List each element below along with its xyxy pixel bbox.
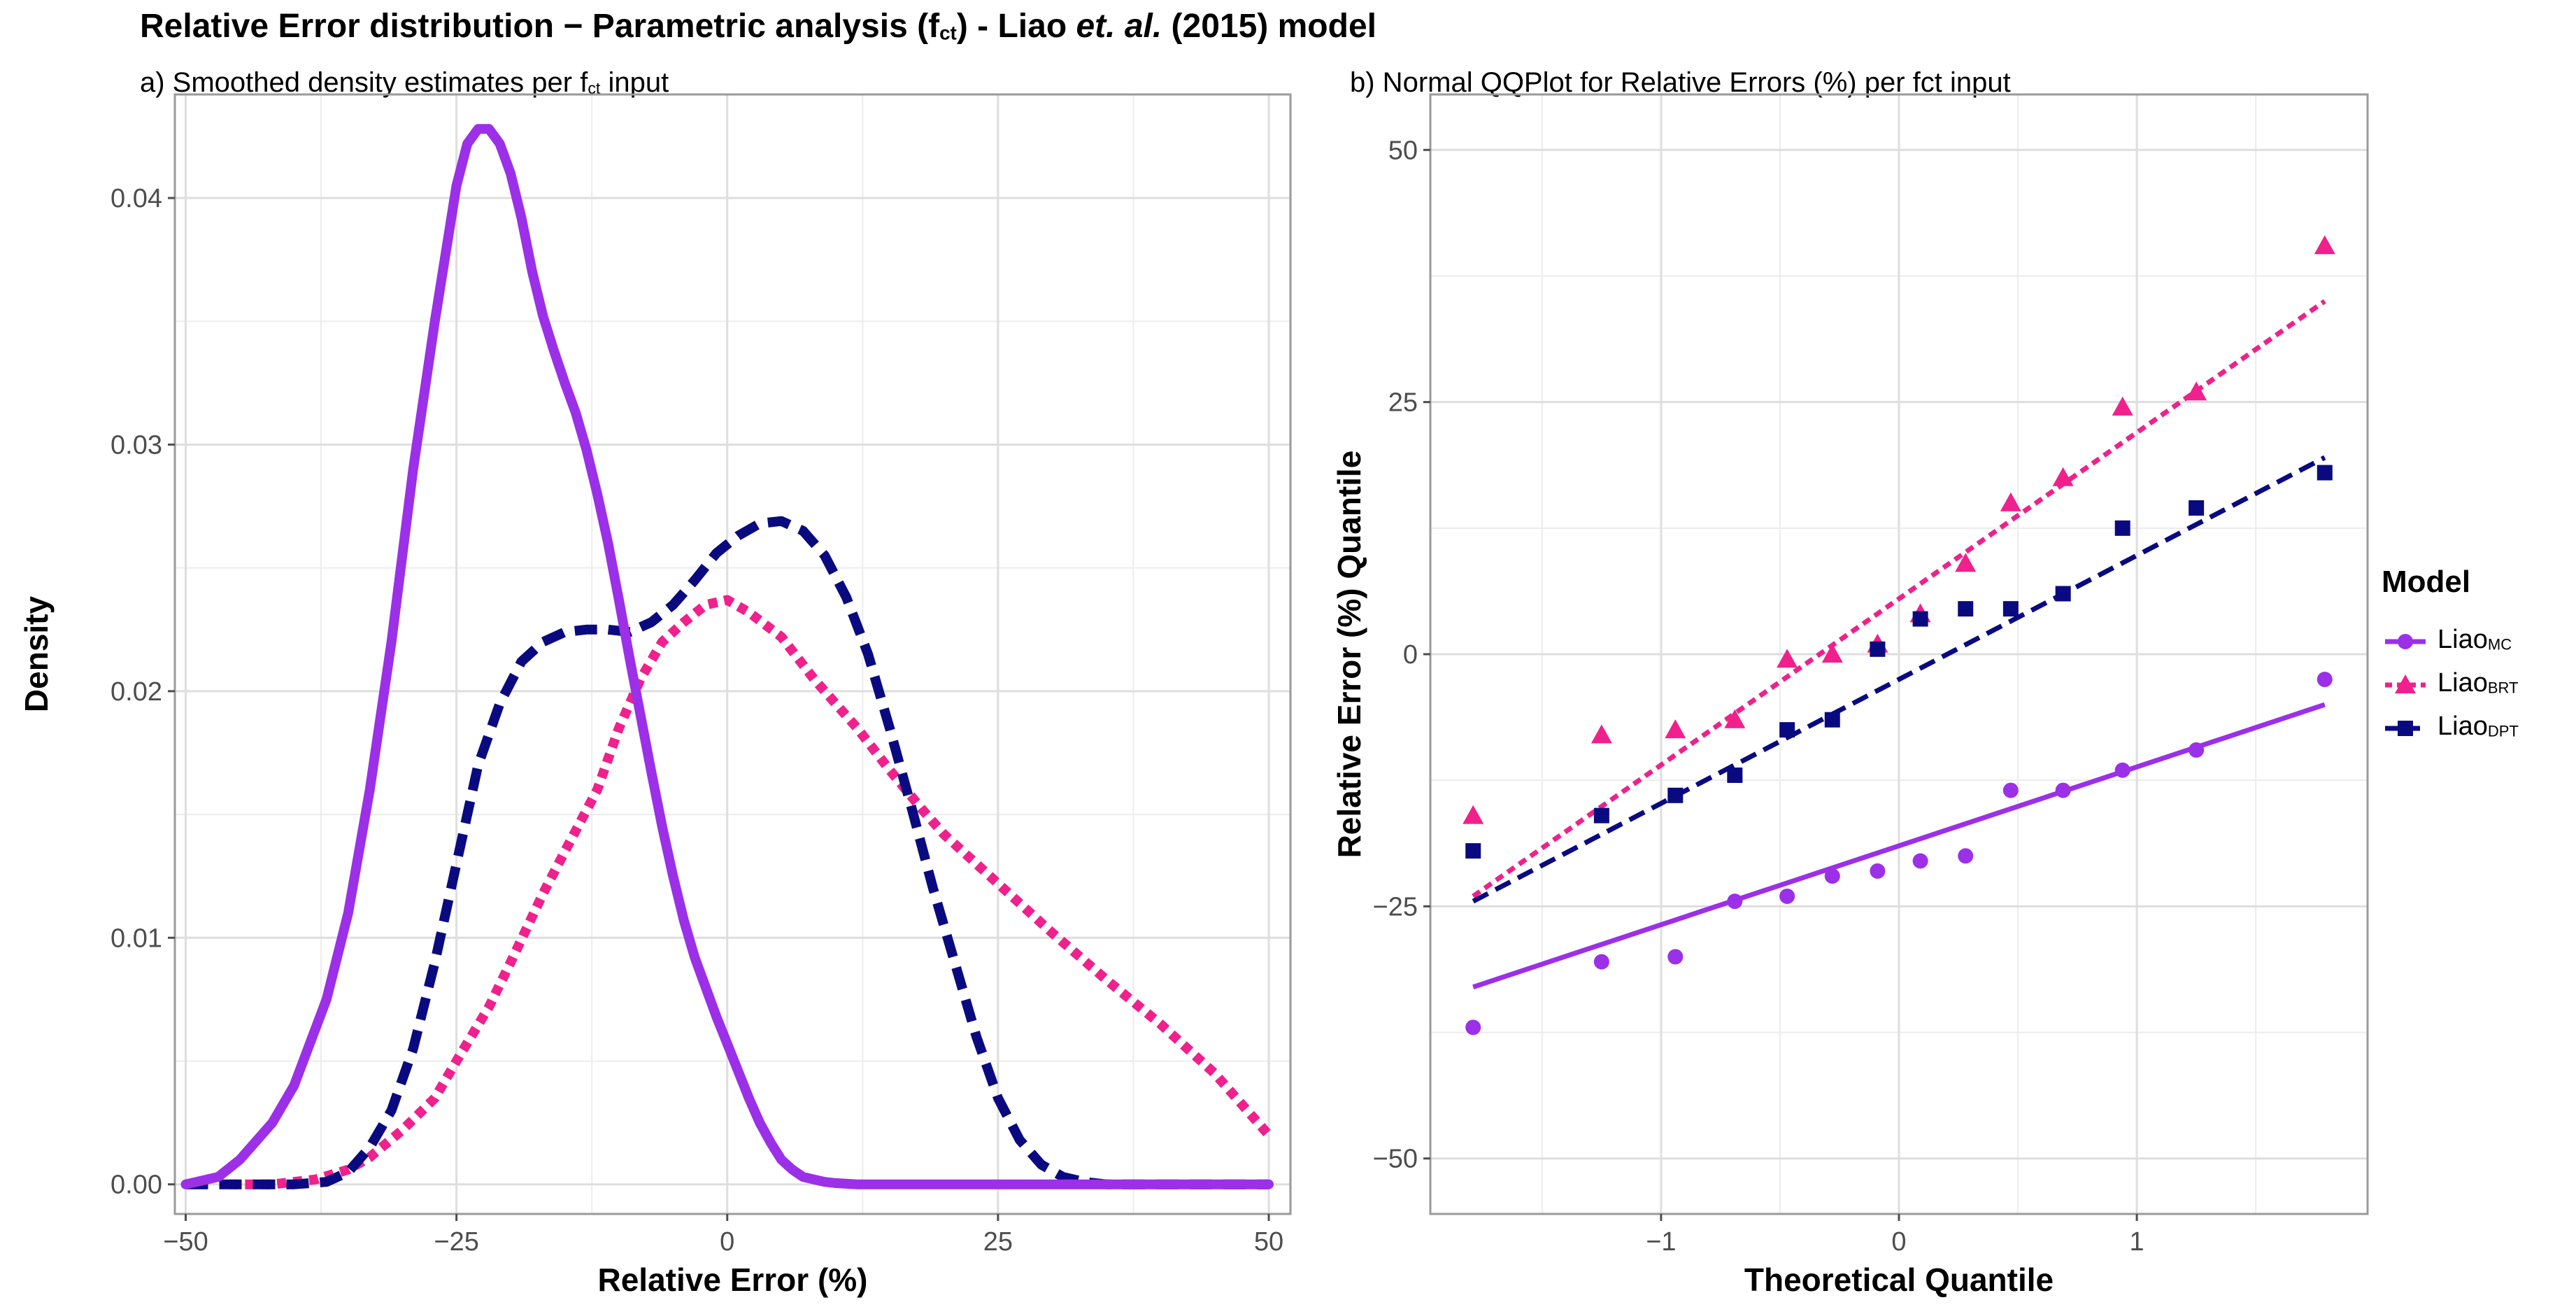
qq-point-liaomc bbox=[2002, 782, 2019, 798]
qq-point-liaobrt bbox=[2186, 381, 2207, 401]
density-panel-border bbox=[173, 93, 1292, 1215]
panel-a-subtitle: a) Smoothed density estimates per fct in… bbox=[140, 67, 669, 99]
qq-point-liaodpt bbox=[1667, 787, 1684, 803]
qq-x-tick-label: 1 bbox=[2130, 1227, 2144, 1257]
qq-y-tick-label: 25 bbox=[1388, 388, 1418, 418]
qq-point-liaobrt bbox=[1591, 724, 1612, 744]
legend-key-marker-dpt bbox=[2398, 721, 2413, 736]
qq-point-liaomc bbox=[1465, 1019, 1481, 1036]
qq-point-liaobrt bbox=[2112, 396, 2133, 416]
panel-a-subtitle-subscript: ct bbox=[588, 78, 601, 97]
qq-point-liaomc bbox=[1824, 868, 1840, 884]
qq-fit-line-liaobrt bbox=[1472, 299, 2326, 898]
qq-point-liaomc bbox=[1870, 863, 1886, 879]
qq-point-liaodpt bbox=[2114, 520, 2130, 536]
qq-point-liaomc bbox=[1779, 888, 1795, 904]
panel-b-subtitle: b) Normal QQPlot for Relative Errors (%)… bbox=[1350, 67, 2011, 98]
qq-point-liaomc bbox=[2114, 762, 2130, 778]
density-curve-liaodpt bbox=[185, 516, 1269, 1189]
legend-keys bbox=[2385, 634, 2426, 736]
figure-title: Relative Error distribution − Parametric… bbox=[140, 7, 1376, 45]
density-x-tick-label: −50 bbox=[163, 1227, 208, 1257]
qq-point-liaodpt bbox=[1465, 843, 1481, 859]
qq-y-tick-label: −50 bbox=[1373, 1145, 1418, 1174]
title-prefix: Relative Error distribution − Parametric… bbox=[140, 8, 940, 45]
qq-x-tick-label: −1 bbox=[1646, 1227, 1676, 1257]
legend-label-dpt-sub: DPT bbox=[2487, 722, 2519, 740]
qq-point-liaobrt bbox=[1955, 553, 1977, 572]
title-suffix: (2015) model bbox=[1162, 8, 1376, 45]
qq-panel: −1 0 1 −50 −25 0 25 50 Theoretical Quantile Relat… bbox=[1331, 93, 2369, 1298]
qq-point-liaodpt bbox=[2317, 465, 2333, 481]
qq-point-liaomc bbox=[1958, 848, 1974, 864]
legend-label-brt-base: Liao bbox=[2438, 668, 2488, 698]
panel-a-subtitle-prefix: a) Smoothed density estimates per f bbox=[140, 67, 588, 98]
density-x-tick-label: 0 bbox=[720, 1227, 734, 1257]
qq-point-liaomc bbox=[1593, 954, 1609, 970]
density-y-tick-label: 0.02 bbox=[111, 677, 162, 707]
legend-label-brt-sub: BRT bbox=[2487, 679, 2519, 697]
legend-label-mc: LiaoMC bbox=[2438, 625, 2512, 655]
qq-point-liaobrt bbox=[2314, 235, 2335, 255]
density-x-axis-title: Relative Error (%) bbox=[597, 1262, 867, 1298]
qq-point-liaodpt bbox=[1912, 611, 1928, 627]
density-y-axis-title: Density bbox=[18, 596, 55, 713]
qq-point-liaobrt bbox=[2000, 492, 2021, 511]
legend-title: Model bbox=[2382, 565, 2471, 599]
qq-point-liaodpt bbox=[2189, 500, 2205, 516]
legend-key-marker-brt bbox=[2395, 674, 2416, 693]
qq-point-liaodpt bbox=[1779, 722, 1795, 738]
qq-point-liaomc bbox=[1667, 949, 1684, 965]
qq-point-liaomc bbox=[2055, 782, 2071, 798]
qq-point-liaomc bbox=[1727, 893, 1743, 910]
density-curve-liaobrt bbox=[229, 595, 1273, 1189]
legend-label-mc-sub: MC bbox=[2487, 635, 2512, 654]
density-panel: −50 −25 0 25 50 0.00 0.01 0.02 0.03 0.04 Relative … bbox=[18, 93, 1292, 1298]
qq-point-liaobrt bbox=[1724, 709, 1746, 728]
qq-point-liaodpt bbox=[1870, 641, 1886, 657]
qq-x-axis-title: Theoretical Quantile bbox=[1744, 1262, 2054, 1298]
legend-label-dpt: LiaoDPT bbox=[2438, 712, 2519, 742]
qq-point-liaodpt bbox=[2002, 601, 2019, 617]
qq-point-liaodpt bbox=[1727, 767, 1743, 783]
qq-x-tick-label: 0 bbox=[1891, 1227, 1906, 1257]
qq-y-tick-label: 50 bbox=[1388, 136, 1418, 165]
qq-fit-line-liaodpt bbox=[1472, 455, 2326, 904]
density-y-tick-label: 0.00 bbox=[111, 1171, 162, 1200]
qq-y-tick-label: 0 bbox=[1403, 640, 1418, 670]
qq-point-liaobrt bbox=[2052, 467, 2074, 486]
qq-point-liaodpt bbox=[1824, 712, 1840, 728]
qq-point-liaomc bbox=[2317, 672, 2333, 688]
legend-label-brt: LiaoBRT bbox=[2438, 668, 2519, 698]
qq-fit-line-liaomc bbox=[1472, 702, 2326, 989]
title-subscript: ct bbox=[939, 22, 957, 44]
density-curve-liaomc bbox=[180, 124, 1274, 1189]
density-y-tick-label: 0.01 bbox=[111, 924, 162, 953]
qq-point-liaobrt bbox=[1777, 649, 1798, 668]
qq-y-axis-title: Relative Error (%) Quantile bbox=[1331, 451, 1367, 859]
qq-point-liaodpt bbox=[1958, 601, 1974, 617]
qq-point-liaobrt bbox=[1665, 719, 1686, 739]
qq-point-liaodpt bbox=[2055, 586, 2071, 602]
title-italic: et. al. bbox=[1076, 8, 1162, 45]
qq-y-tick-label: −25 bbox=[1373, 892, 1418, 921]
density-x-tick-label: −25 bbox=[434, 1227, 478, 1257]
qq-point-liaomc bbox=[1912, 853, 1928, 869]
legend-label-mc-base: Liao bbox=[2438, 625, 2488, 654]
qq-point-liaomc bbox=[2189, 742, 2205, 758]
qq-point-liaobrt bbox=[1463, 805, 1484, 824]
density-x-tick-label: 25 bbox=[983, 1227, 1013, 1257]
legend-label-dpt-base: Liao bbox=[2438, 712, 2488, 741]
panel-a-subtitle-suffix: input bbox=[600, 67, 669, 98]
density-y-tick-label: 0.03 bbox=[111, 430, 162, 460]
legend-key-marker-mc bbox=[2398, 634, 2413, 649]
density-y-tick-label: 0.04 bbox=[111, 184, 162, 213]
qq-point-liaobrt bbox=[1821, 644, 1843, 663]
qq-point-liaodpt bbox=[1593, 807, 1609, 824]
title-mid: ) - Liao bbox=[956, 8, 1076, 45]
density-x-tick-label: 50 bbox=[1254, 1227, 1283, 1257]
